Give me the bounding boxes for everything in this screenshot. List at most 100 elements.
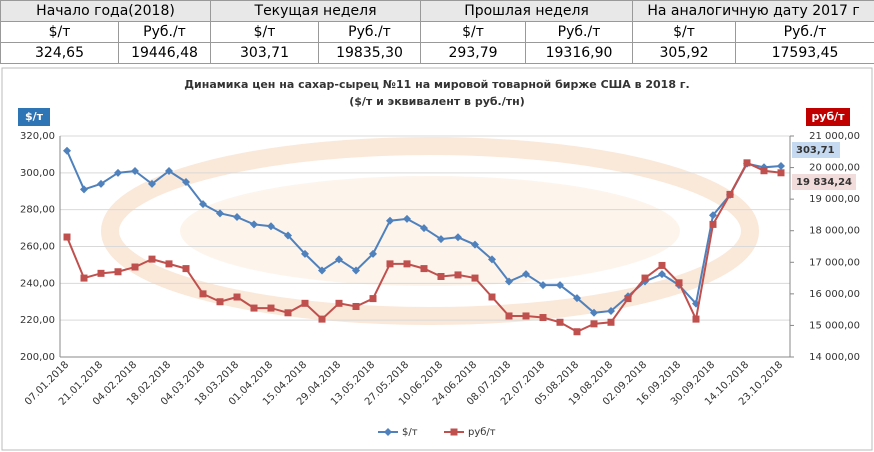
value-cell: 303,71 bbox=[210, 42, 319, 64]
point bbox=[624, 295, 632, 303]
point bbox=[199, 290, 207, 298]
point bbox=[216, 209, 224, 218]
point bbox=[63, 233, 71, 241]
point bbox=[301, 249, 309, 258]
value-cell: 19316,90 bbox=[525, 42, 634, 64]
point bbox=[335, 255, 343, 264]
point bbox=[590, 320, 598, 328]
value-label: 303,71 bbox=[796, 145, 835, 156]
point bbox=[590, 308, 598, 317]
subheader-cell: $/т bbox=[420, 21, 527, 43]
point bbox=[760, 167, 768, 175]
point bbox=[454, 271, 462, 279]
point bbox=[63, 146, 71, 155]
value-cell: 293,79 bbox=[420, 42, 527, 64]
chart: Динамика цен на сахар-сырец №11 на миров… bbox=[1, 67, 873, 451]
point bbox=[403, 214, 411, 223]
point bbox=[709, 211, 717, 220]
point bbox=[573, 294, 581, 303]
legend-label: руб/т bbox=[468, 427, 496, 438]
point bbox=[97, 179, 105, 188]
value-label-box bbox=[792, 174, 856, 190]
point bbox=[505, 277, 513, 286]
header-cell: Текущая неделя bbox=[209, 0, 422, 22]
point bbox=[437, 235, 445, 244]
subheader-cell: $/т bbox=[210, 21, 319, 43]
point bbox=[641, 274, 649, 282]
y-axis-label-box bbox=[18, 108, 50, 126]
point bbox=[318, 315, 326, 323]
point bbox=[199, 200, 207, 209]
point bbox=[505, 312, 513, 320]
value-cell: 19835,30 bbox=[317, 42, 422, 64]
point bbox=[658, 261, 666, 269]
point bbox=[692, 299, 700, 308]
point bbox=[384, 428, 392, 436]
point bbox=[165, 166, 173, 175]
point bbox=[386, 216, 394, 225]
point bbox=[420, 265, 428, 273]
y2-axis-label-box bbox=[806, 108, 850, 126]
value-cell: 324,65 bbox=[0, 42, 119, 64]
point bbox=[318, 266, 326, 275]
point bbox=[454, 233, 462, 242]
legend-label: $/т bbox=[402, 427, 418, 438]
point bbox=[488, 255, 496, 264]
point bbox=[114, 268, 122, 276]
point bbox=[216, 298, 224, 306]
y2-tick-label: 15 000,00 bbox=[809, 320, 860, 331]
point bbox=[556, 281, 564, 290]
point bbox=[556, 318, 564, 326]
y-tick-label: 220,00 bbox=[20, 315, 55, 326]
point bbox=[709, 220, 717, 228]
point bbox=[386, 260, 394, 268]
header-cell: Прошлая неделя bbox=[420, 0, 634, 22]
point bbox=[488, 293, 496, 301]
point bbox=[471, 240, 479, 249]
subheader-cell: Руб./т bbox=[118, 21, 211, 43]
y-tick-label: 320,00 bbox=[20, 131, 55, 142]
point bbox=[369, 295, 377, 303]
point bbox=[250, 304, 258, 312]
y-tick-label: 200,00 bbox=[20, 352, 55, 363]
point bbox=[131, 166, 139, 175]
point bbox=[97, 269, 105, 277]
header-cell: Начало года(2018) bbox=[0, 0, 211, 22]
point bbox=[352, 302, 360, 310]
point bbox=[114, 168, 122, 177]
point bbox=[369, 249, 377, 258]
point bbox=[403, 260, 411, 268]
y-axis-label: $/т bbox=[25, 110, 44, 123]
value-label: 19 834,24 bbox=[796, 177, 852, 188]
point bbox=[692, 315, 700, 323]
point bbox=[80, 185, 88, 194]
point bbox=[539, 314, 547, 322]
point bbox=[148, 255, 156, 263]
point bbox=[250, 220, 258, 229]
subheader-cell: $/т bbox=[632, 21, 737, 43]
subheader-cell: Руб./т bbox=[735, 21, 874, 43]
value-label-box bbox=[792, 142, 840, 158]
point bbox=[420, 224, 428, 233]
point bbox=[522, 312, 530, 320]
header-cell: На аналогичную дату 2017 г bbox=[632, 0, 874, 22]
subheader-cell: $/т bbox=[0, 21, 119, 43]
point bbox=[267, 304, 275, 312]
y2-tick-label: 19 000,00 bbox=[809, 194, 860, 205]
value-cell: 305,92 bbox=[632, 42, 737, 64]
point bbox=[233, 293, 241, 301]
point bbox=[437, 272, 445, 280]
value-cell: 19446,48 bbox=[118, 42, 211, 64]
point bbox=[450, 428, 458, 436]
subheader-cell: Руб./т bbox=[317, 21, 422, 43]
point bbox=[658, 270, 666, 279]
point bbox=[301, 299, 309, 307]
y-tick-label: 260,00 bbox=[20, 242, 55, 253]
point bbox=[182, 265, 190, 273]
point bbox=[573, 328, 581, 336]
point bbox=[80, 274, 88, 282]
point bbox=[335, 299, 343, 307]
point bbox=[522, 270, 530, 279]
point bbox=[352, 266, 360, 275]
